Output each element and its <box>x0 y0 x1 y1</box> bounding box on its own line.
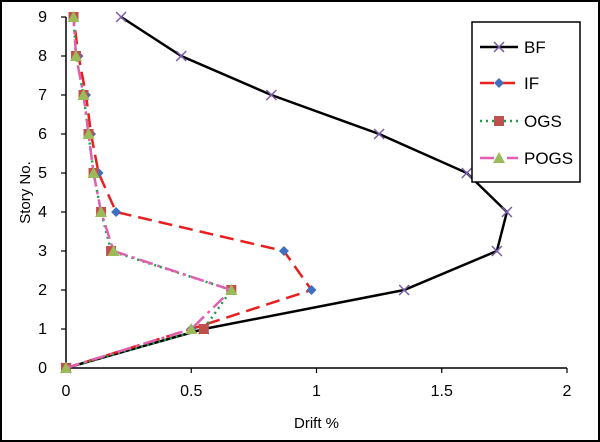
data-point-pogs <box>225 284 238 295</box>
x-tick-label: 1.5 <box>431 383 453 400</box>
x-marker-stroke <box>373 128 385 140</box>
x-marker-stroke <box>398 284 410 296</box>
y-tick-label: 6 <box>38 126 47 143</box>
data-point-bf <box>398 284 410 296</box>
y-axis-label: Story No. <box>17 161 34 224</box>
series-line-pogs <box>65 16 234 370</box>
y-tick-label: 5 <box>38 165 47 182</box>
y-tick-label: 3 <box>38 243 47 260</box>
x-marker-stroke <box>115 11 127 23</box>
x-axis-label: Drift % <box>294 415 339 432</box>
legend: BF IF OGS POGS <box>471 21 581 183</box>
data-point-pogs <box>82 128 95 139</box>
x-tick-label: 1 <box>312 383 321 400</box>
y-tick-label: 0 <box>38 360 47 377</box>
legend-item-if: IF <box>480 74 539 93</box>
x-tick-label: 2 <box>563 383 572 400</box>
data-point-bf <box>265 89 277 101</box>
legend-label-if: IF <box>524 74 539 93</box>
data-point-if <box>111 207 122 217</box>
y-tick-label: 1 <box>38 321 47 338</box>
y-tick-label: 7 <box>38 87 47 104</box>
data-point-pogs <box>87 167 100 178</box>
x-tick-label: 0.5 <box>180 383 202 400</box>
data-point-bf <box>115 11 127 23</box>
data-point-pogs <box>107 245 120 256</box>
legend-item-pogs: POGS <box>480 149 573 168</box>
legend-box <box>471 21 581 183</box>
y-tick-label: 4 <box>38 204 47 221</box>
x-tick-label: 0 <box>62 383 71 400</box>
data-point-pogs <box>77 89 90 100</box>
axes-group: 0 0.5 1 1.5 2 0 1 2 3 4 5 6 7 8 9 <box>38 9 571 400</box>
x-marker-stroke <box>461 167 473 179</box>
data-point-pogs <box>70 50 83 61</box>
x-marker-stroke <box>175 50 187 62</box>
legend-marker-bf <box>493 41 505 53</box>
data-point-bf <box>461 167 473 179</box>
data-point-pogs <box>60 362 72 373</box>
data-point-bf <box>175 50 187 62</box>
x-marker-stroke <box>491 245 503 257</box>
x-marker-stroke <box>501 206 513 218</box>
data-point-if <box>278 246 289 256</box>
data-point-pogs <box>185 323 198 334</box>
series-layer <box>60 11 513 374</box>
data-point-if <box>306 285 317 295</box>
y-tick-label: 8 <box>38 48 47 65</box>
series-line-bf <box>65 15 509 370</box>
data-point-bf <box>373 128 385 140</box>
x-marker-stroke <box>265 89 277 101</box>
data-point-pogs <box>67 11 80 22</box>
legend-marker-if <box>494 78 504 88</box>
y-tick-label: 2 <box>38 282 47 299</box>
series-line-ogs <box>65 16 234 370</box>
series-line-if <box>65 16 314 370</box>
y-tick-label: 9 <box>38 9 47 26</box>
data-point-bf <box>491 245 503 257</box>
legend-item-ogs: OGS <box>480 112 562 131</box>
data-point-ogs <box>198 324 209 334</box>
legend-label-ogs: OGS <box>524 112 562 131</box>
data-point-pogs <box>95 206 108 217</box>
legend-marker-ogs <box>494 116 504 126</box>
data-point-bf <box>501 206 513 218</box>
x-marker-stroke <box>493 41 505 53</box>
legend-label-pogs: POGS <box>524 149 573 168</box>
legend-item-bf: BF <box>480 38 546 57</box>
legend-label-bf: BF <box>524 38 546 57</box>
legend-marker-pogs <box>493 152 505 163</box>
